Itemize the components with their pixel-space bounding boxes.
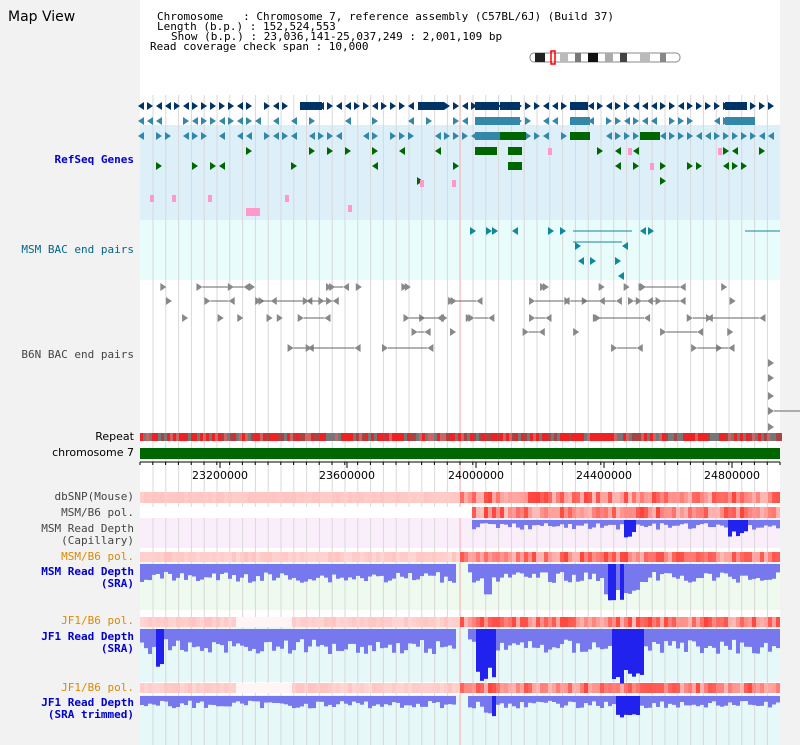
polymorphism-tracks <box>140 492 780 693</box>
msm-depth-sra-sub: (SRA) <box>100 577 134 590</box>
msm-depth-capillary-sub: (Capillary) <box>61 534 134 547</box>
jf1-b6-pol-trimmed-label[interactable]: JF1/B6 pol. <box>61 681 134 694</box>
chromosome-bar <box>140 448 780 459</box>
msm-bac-label[interactable]: MSM BAC end pairs <box>21 243 134 256</box>
msm-bac-track[interactable] <box>470 227 780 280</box>
axis-tick-label: 24400000 <box>576 469 632 482</box>
coverage-span-info: Read coverage check span : 10,000 <box>150 40 369 53</box>
chromosome-label: chromosome 7 <box>52 446 134 459</box>
msm-depth-sra-label[interactable]: MSM Read Depth <box>41 565 134 578</box>
refseq-genes-track[interactable] <box>138 102 774 216</box>
jf1-depth-sra-label[interactable]: JF1 Read Depth <box>41 630 134 643</box>
axis-tick-label: 23200000 <box>192 469 248 482</box>
page-title: Map View <box>8 9 76 25</box>
axis-tick-label: 23600000 <box>319 469 375 482</box>
msm-b6-pol-label[interactable]: MSM/B6 pol. <box>61 506 134 519</box>
jf1-depth-trimmed-sub: (SRA trimmed) <box>47 708 134 721</box>
jf1-depth-sra-sub: (SRA) <box>100 642 134 655</box>
refseq-genes-label[interactable]: RefSeq Genes <box>54 153 134 166</box>
chromosome-info: Chromosome : Chromosome 7, reference ass… <box>157 10 614 23</box>
position-axis <box>139 461 781 468</box>
view-marker <box>550 50 556 65</box>
repeat-label: Repeat <box>95 430 134 443</box>
show-range-info: Show (b.p.) : 23,036,141-25,037,249 : 2,… <box>171 30 503 43</box>
repeat-track <box>140 433 782 441</box>
b6n-bac-label[interactable]: B6N BAC end pairs <box>21 348 134 361</box>
dbsnp-label[interactable]: dbSNP(Mouse) <box>54 490 134 503</box>
length-info: Length (b.p.) : 152,524,553 <box>157 20 336 33</box>
chromosome-ideogram[interactable] <box>529 50 681 65</box>
msm-b6-pol-sra-label[interactable]: MSM/B6 pol. <box>61 550 134 563</box>
read-depth-tracks <box>140 520 780 718</box>
b6n-bac-track[interactable] <box>160 283 800 431</box>
axis-tick-label: 24800000 <box>704 469 760 482</box>
msm-depth-capillary-label[interactable]: MSM Read Depth <box>41 522 134 535</box>
axis-tick-label: 24000000 <box>448 469 504 482</box>
jf1-b6-pol-label[interactable]: JF1/B6 pol. <box>61 614 134 627</box>
jf1-depth-trimmed-label[interactable]: JF1 Read Depth <box>41 696 134 709</box>
